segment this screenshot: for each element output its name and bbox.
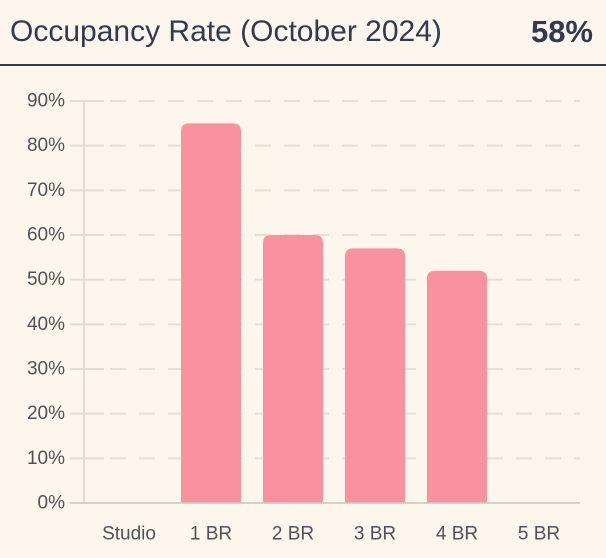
bar-1-br [181,123,241,504]
chart-title: Occupancy Rate (October 2024) [10,15,442,48]
y-tick-label: 0% [38,493,66,514]
bar-4-br [427,270,487,503]
y-tick-label: 70% [27,180,65,201]
chart-area: 0% 10% 20% 30% 40% 50% 60% 70% 80% 90% Studio 1 BR 2… [0,80,606,558]
y-tick-label: 40% [27,314,65,335]
y-tick-label: 60% [27,225,65,246]
bar-chart: 0% 10% 20% 30% 40% 50% 60% 70% 80% 90% Studio 1 BR 2… [27,91,580,545]
x-tick-label: 2 BR [272,524,314,545]
x-tick-label: 4 BR [436,524,478,545]
x-tick-label: Studio [102,524,156,545]
y-tick-label: 50% [27,269,65,290]
y-tick-label: 80% [27,135,65,156]
headline-value: 58% [530,14,593,49]
bar-3-br [345,248,405,503]
widget-header: Occupancy Rate (October 2024) 58% [0,0,606,66]
bar-2-br [263,235,323,503]
x-tick-label: 3 BR [354,524,396,545]
y-tick-label: 30% [27,359,65,380]
x-tick-label: 1 BR [190,524,232,545]
y-tick-label: 90% [27,91,65,112]
y-tick-label: 10% [27,448,65,469]
y-tick-label: 20% [27,403,65,424]
x-tick-label: 5 BR [518,524,560,545]
